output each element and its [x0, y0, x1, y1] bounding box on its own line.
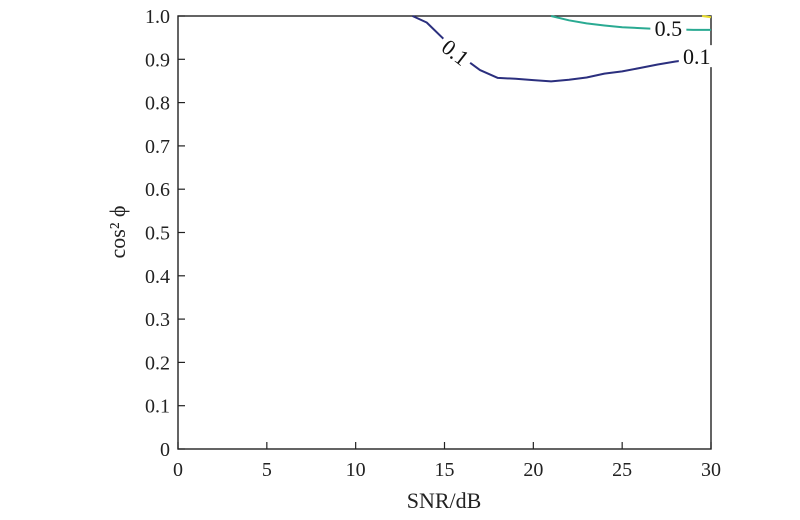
y-axis-title: cos² ϕ	[105, 205, 130, 258]
x-tick-label: 15	[435, 459, 455, 481]
y-tick-label: 0.6	[145, 179, 170, 201]
x-tick-label: 0	[173, 459, 183, 481]
y-tick-label: 0.5	[145, 223, 170, 245]
y-tick-label: 0	[160, 439, 170, 461]
y-tick-label: 0.4	[145, 266, 170, 288]
y-tick-label: 0.3	[145, 309, 170, 331]
contour-label-background	[650, 16, 687, 39]
y-tick-label: 0.8	[145, 93, 170, 115]
contour-line-0-9	[701, 15, 712, 19]
plot-area	[177, 15, 712, 450]
x-tick-label: 20	[523, 459, 543, 481]
y-tick-label: 0.1	[145, 396, 170, 418]
contour-labels: 0.1 0.10.5	[434, 16, 715, 72]
y-tick-label: 1.0	[145, 6, 170, 28]
x-tick-label: 30	[701, 459, 721, 481]
contour-label-background	[434, 32, 477, 72]
x-axis-ticks: 0 5 10 15 20 25 30	[173, 442, 721, 481]
contour-label: 0.5	[655, 16, 683, 41]
x-tick-label: 25	[612, 459, 632, 481]
y-tick-label: 0.9	[145, 49, 170, 71]
y-tick-label: 0.2	[145, 352, 170, 374]
contour-label: 0.1	[683, 44, 711, 69]
y-axis-ticks: 0 0.1 0.2 0.3 0.4 0.5 0.6 0.7 0.8 0.9 1.0	[145, 6, 185, 461]
x-tick-label: 5	[262, 459, 272, 481]
x-axis-title: SNR/dB	[407, 488, 482, 513]
contour-label-background	[678, 45, 715, 68]
x-tick-label: 10	[346, 459, 366, 481]
y-tick-label: 0.7	[145, 136, 170, 158]
